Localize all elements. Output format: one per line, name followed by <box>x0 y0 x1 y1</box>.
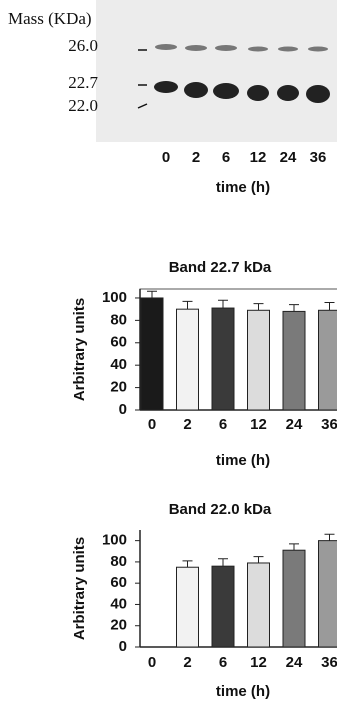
error-bar <box>147 291 157 298</box>
bar <box>248 310 270 410</box>
x-tick-label: 36 <box>321 416 337 433</box>
y-axis-label: Arbitrary units <box>71 298 88 401</box>
page: Mass (KDa) 26.0 22.7 22.0 time (h) 0 2 6 12… <box>0 0 337 702</box>
y-tick-label: 20 <box>110 617 127 634</box>
x-tick-label: 36 <box>321 654 337 671</box>
bar <box>141 298 163 410</box>
y-tick-label: 60 <box>110 574 127 591</box>
mass-label: Mass (KDa) <box>8 9 92 28</box>
error-bar <box>183 561 193 567</box>
x-tick-label: 2 <box>183 654 191 671</box>
x-tick-label: 12 <box>250 416 267 433</box>
error-bar <box>289 544 299 550</box>
lane-label: 12 <box>250 149 267 166</box>
marker-label: 22.7 <box>68 73 98 92</box>
blot-background <box>96 0 337 142</box>
bar <box>177 567 199 647</box>
x-tick-label: 6 <box>219 416 227 433</box>
chart-title: Band 22.0 kDa <box>169 501 272 518</box>
x-tick-label: 0 <box>148 416 156 433</box>
lane-label: 2 <box>192 149 200 166</box>
marker-label: 26.0 <box>68 36 98 55</box>
y-axis-label: Arbitrary units <box>71 537 88 640</box>
lane-label: 6 <box>222 149 230 166</box>
plot-frame <box>140 289 337 410</box>
x-axis-label: time (h) <box>216 452 270 469</box>
error-bar <box>325 302 335 310</box>
lane-label: 36 <box>310 149 327 166</box>
error-bar <box>254 557 264 563</box>
x-tick-label: 6 <box>219 654 227 671</box>
lane-label: 0 <box>162 149 170 166</box>
bar <box>177 309 199 410</box>
error-bar <box>289 305 299 312</box>
error-bar <box>254 304 264 311</box>
x-tick-label: 24 <box>286 416 303 433</box>
y-tick-label: 0 <box>119 638 127 655</box>
x-tick-label: 12 <box>250 654 267 671</box>
bar <box>319 310 337 410</box>
x-tick-label: 2 <box>183 416 191 433</box>
y-tick-label: 60 <box>110 334 127 351</box>
bar <box>212 308 234 410</box>
y-tick-label: 80 <box>110 311 127 328</box>
error-bar <box>183 301 193 309</box>
bar <box>212 566 234 647</box>
error-bar <box>218 300 228 308</box>
error-bar <box>325 534 335 540</box>
x-axis-label: time (h) <box>216 683 270 700</box>
blot-xlabel: time (h) <box>216 179 270 196</box>
y-tick-label: 80 <box>110 553 127 570</box>
bar <box>248 563 270 647</box>
figure: Mass (KDa) 26.0 22.7 22.0 time (h) 0 2 6 12… <box>0 0 337 702</box>
error-bar <box>218 559 228 566</box>
x-tick-label: 24 <box>286 654 303 671</box>
y-tick-label: 40 <box>110 356 127 373</box>
y-tick-label: 40 <box>110 595 127 612</box>
bar <box>319 541 337 647</box>
bar <box>283 311 305 410</box>
lane-label: 24 <box>280 149 297 166</box>
y-tick-label: 100 <box>102 289 127 306</box>
chart-title: Band 22.7 kDa <box>169 259 272 276</box>
y-tick-label: 0 <box>119 401 127 418</box>
marker-label: 22.0 <box>68 96 98 115</box>
y-tick-label: 100 <box>102 532 127 549</box>
bar <box>283 550 305 647</box>
y-tick-label: 20 <box>110 379 127 396</box>
x-tick-label: 0 <box>148 654 156 671</box>
